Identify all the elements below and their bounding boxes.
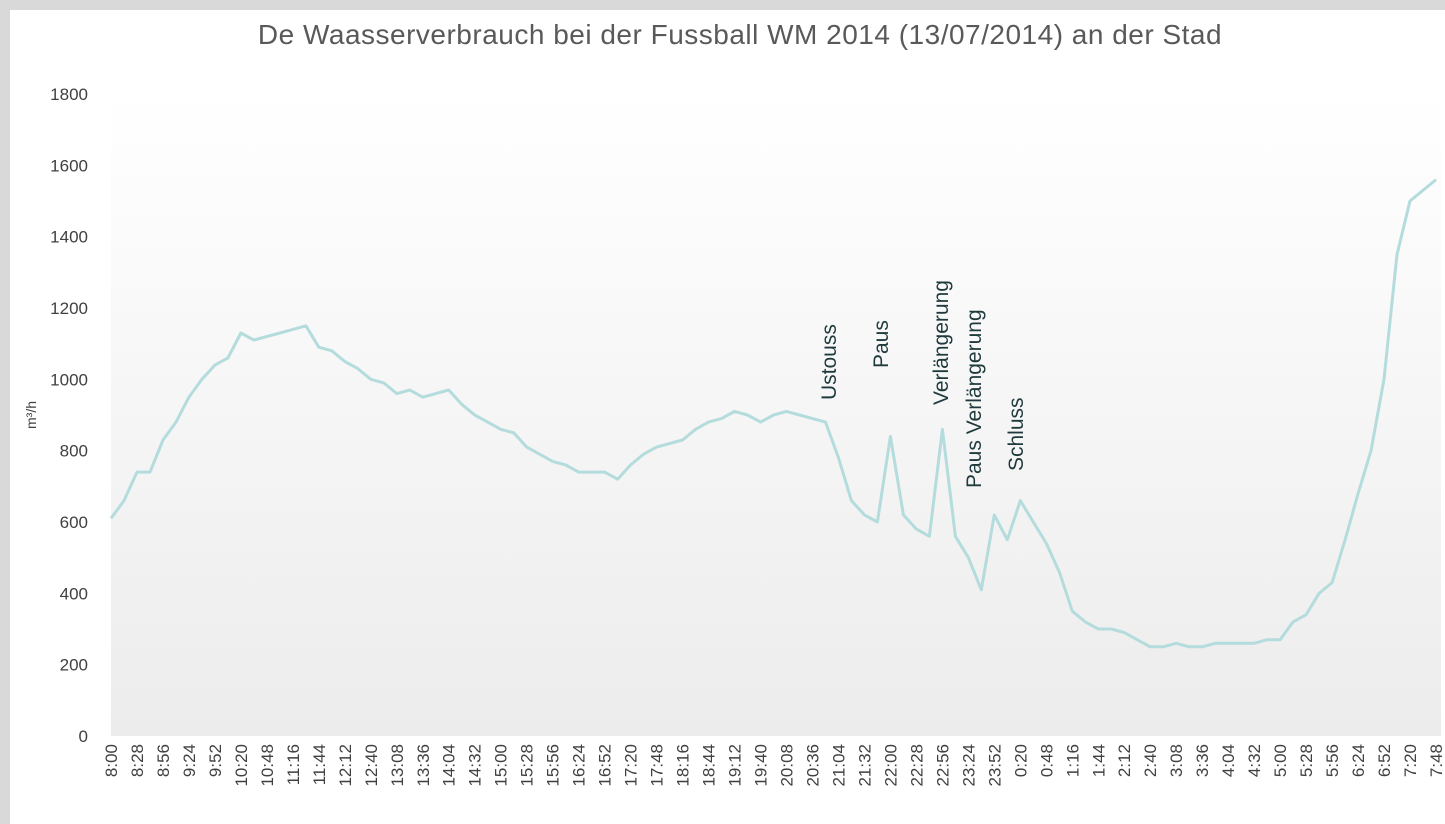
y-tick-label: 600	[60, 513, 88, 532]
x-tick-label: 0:20	[1011, 744, 1030, 777]
x-tick-label: 19:12	[726, 744, 745, 787]
x-tick-label: 22:00	[881, 744, 900, 787]
x-tick-label: 6:24	[1349, 744, 1368, 777]
x-tick-label: 4:32	[1245, 744, 1264, 777]
x-tick-label: 8:00	[102, 744, 121, 777]
annotation: Schluss	[1005, 397, 1028, 471]
y-tick-label: 800	[60, 442, 88, 461]
x-tick-label: 11:44	[310, 744, 329, 785]
x-tick-label: 6:52	[1375, 744, 1394, 777]
x-tick-label: 16:24	[570, 744, 589, 787]
x-tick-label: 15:00	[492, 744, 511, 787]
y-tick-label: 400	[60, 584, 88, 603]
x-tick-label: 17:48	[648, 744, 667, 787]
y-axis-label: m³/h	[23, 401, 39, 429]
x-tick-label: 18:44	[700, 744, 719, 787]
title-box: De Waasserverbrauch bei der Fussball WM …	[257, 19, 1223, 50]
x-tick-label: 9:52	[206, 744, 225, 777]
x-tick-label: 5:00	[1271, 744, 1290, 777]
x-tick-label: 15:28	[518, 744, 537, 787]
x-tick-label: 1:16	[1063, 744, 1082, 777]
x-tick-label: 22:56	[933, 744, 952, 787]
x-tick-label: 14:04	[440, 744, 459, 787]
x-tick-label: 5:56	[1323, 744, 1342, 777]
x-tick-label: 14:32	[466, 744, 485, 787]
x-tick-label: 7:20	[1401, 744, 1420, 777]
x-tick-label: 17:20	[622, 744, 641, 787]
x-tick-label: 2:12	[1115, 744, 1134, 777]
annotation: Verlängerung	[930, 280, 953, 405]
x-tick-label: 23:24	[959, 744, 978, 787]
y-tick-label: 0	[79, 727, 88, 746]
x-tick-label: 10:48	[258, 744, 277, 787]
y-tick-label: 200	[60, 656, 88, 675]
x-tick-label: 11:16	[284, 744, 303, 785]
annotation: Ustouss	[818, 324, 841, 400]
x-tick-label: 20:36	[803, 744, 822, 787]
x-tick-label: 21:04	[829, 744, 848, 787]
y-tick-label: 1400	[50, 228, 88, 247]
data-line	[109, 178, 1437, 649]
annotation: Paus Verlängerung	[963, 309, 986, 488]
x-tick-label: 13:36	[414, 744, 433, 787]
x-tick-label: 21:32	[855, 744, 874, 787]
y-tick-label: 1000	[50, 370, 88, 389]
x-tick-label: 9:24	[180, 744, 199, 777]
x-tick-label: 13:08	[388, 744, 407, 787]
x-tick-label: 0:48	[1037, 744, 1056, 777]
x-tick-label: 8:56	[154, 744, 173, 777]
x-tick-label: 22:28	[907, 744, 926, 787]
annotation: Paus	[870, 320, 893, 368]
x-tick-label: 23:52	[985, 744, 1004, 787]
x-tick-label: 4:04	[1219, 744, 1238, 777]
x-tick-label: 18:16	[674, 744, 693, 787]
y-tick-label: 1200	[50, 299, 88, 318]
x-tick-label: 10:20	[232, 744, 251, 787]
x-tick-label: 1:44	[1089, 744, 1108, 777]
x-tick-label: 3:08	[1167, 744, 1186, 777]
chart-title: De Waasserverbrauch bei der Fussball WM …	[257, 19, 1223, 50]
x-tick-label: 5:28	[1297, 744, 1316, 777]
x-tick-label: 15:56	[544, 744, 563, 787]
y-tick-label: 1600	[50, 156, 88, 175]
x-tick-label: 7:48	[1427, 744, 1445, 777]
x-tick-label: 12:40	[362, 744, 381, 787]
x-tick-label: 20:08	[777, 744, 796, 787]
x-tick-label: 2:40	[1141, 744, 1160, 777]
x-tick-label: 19:40	[752, 744, 771, 787]
y-tick-label: 1800	[50, 85, 88, 104]
x-tick-label: 8:28	[128, 744, 147, 777]
x-tick-label: 12:12	[336, 744, 355, 787]
x-tick-label: 16:52	[596, 744, 615, 787]
x-tick-label: 3:36	[1193, 744, 1212, 777]
